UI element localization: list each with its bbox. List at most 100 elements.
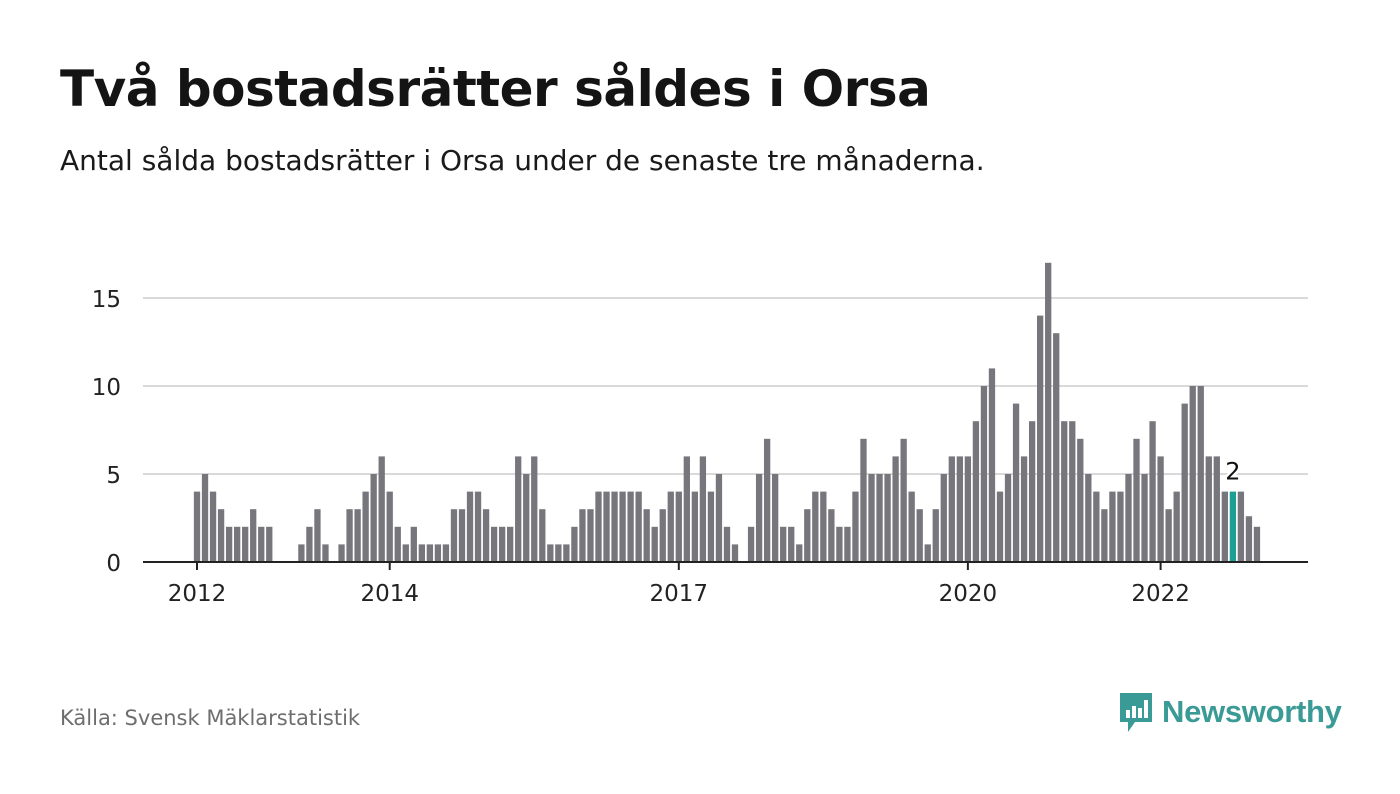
bar bbox=[603, 491, 610, 562]
bar bbox=[579, 509, 586, 562]
bar bbox=[322, 544, 329, 562]
bar bbox=[772, 474, 779, 562]
bar bbox=[747, 526, 755, 562]
bar bbox=[547, 544, 554, 562]
bar bbox=[796, 544, 803, 562]
bar bbox=[386, 491, 393, 562]
bar bbox=[1117, 491, 1124, 562]
bar bbox=[1061, 421, 1068, 562]
x-tick-label: 2020 bbox=[939, 581, 998, 607]
y-tick-label: 10 bbox=[92, 375, 121, 401]
x-tick-label: 2017 bbox=[650, 581, 709, 607]
bar bbox=[418, 544, 425, 562]
bar bbox=[266, 526, 273, 562]
bar bbox=[354, 509, 361, 562]
bar bbox=[193, 491, 201, 562]
newsworthy-logo-icon bbox=[1120, 693, 1152, 732]
bar bbox=[884, 474, 891, 562]
brand-name: Newsworthy bbox=[1162, 694, 1342, 729]
bar bbox=[1253, 526, 1261, 562]
bar bbox=[932, 509, 939, 562]
bar bbox=[1037, 315, 1044, 562]
bar bbox=[852, 491, 859, 562]
bar bbox=[1109, 491, 1116, 562]
bar bbox=[410, 526, 417, 562]
bar bbox=[868, 474, 875, 562]
bar-highlight bbox=[1229, 491, 1237, 562]
bar bbox=[201, 474, 209, 562]
bar bbox=[1245, 516, 1253, 562]
bar bbox=[370, 474, 377, 562]
bar bbox=[1213, 456, 1220, 562]
bar bbox=[876, 474, 883, 562]
bar bbox=[691, 491, 699, 562]
bar bbox=[908, 491, 915, 562]
bar bbox=[1205, 456, 1212, 562]
bar bbox=[788, 526, 795, 562]
bars bbox=[193, 262, 1261, 562]
bar bbox=[1020, 456, 1028, 562]
bar bbox=[667, 491, 674, 562]
bar bbox=[394, 526, 401, 562]
bar bbox=[844, 526, 851, 562]
y-tick-label: 0 bbox=[106, 551, 121, 577]
bar bbox=[595, 491, 602, 562]
bar bbox=[571, 526, 578, 562]
bar bbox=[812, 491, 819, 562]
bar bbox=[490, 526, 498, 562]
bar bbox=[523, 474, 530, 562]
bar bbox=[1069, 421, 1076, 562]
bar bbox=[466, 491, 474, 562]
bar bbox=[426, 544, 434, 562]
bar bbox=[306, 526, 313, 562]
bar bbox=[1053, 333, 1060, 562]
labels: 0 5 10 15 2012 2014 2017 2020 2022 2 bbox=[92, 287, 1243, 607]
bar bbox=[498, 526, 506, 562]
bar bbox=[1028, 421, 1036, 562]
bar bbox=[1125, 474, 1132, 562]
chart-subtitle: Antal sålda bostadsrätter i Orsa under d… bbox=[60, 144, 985, 177]
bar bbox=[988, 368, 996, 562]
bar bbox=[1197, 386, 1204, 562]
bar bbox=[699, 456, 707, 562]
highlight-value-label: 2 bbox=[1225, 458, 1240, 486]
bar bbox=[338, 544, 345, 562]
bar bbox=[458, 509, 466, 562]
bar bbox=[1221, 491, 1228, 562]
bar bbox=[820, 491, 827, 562]
bar bbox=[1173, 491, 1180, 562]
bar bbox=[860, 438, 867, 562]
bar bbox=[242, 526, 249, 562]
bar bbox=[258, 526, 265, 562]
bar bbox=[980, 386, 988, 562]
bar bbox=[836, 526, 843, 562]
gridlines bbox=[143, 297, 1308, 475]
bar bbox=[996, 491, 1004, 562]
bar bbox=[956, 456, 963, 562]
axes bbox=[143, 561, 1308, 570]
bar bbox=[1085, 474, 1092, 562]
bar bbox=[715, 474, 723, 562]
bar bbox=[972, 421, 980, 562]
bar bbox=[587, 509, 594, 562]
y-tick-label: 15 bbox=[92, 287, 121, 313]
bar bbox=[948, 456, 955, 562]
bar bbox=[659, 509, 666, 562]
bar bbox=[507, 526, 514, 562]
bar bbox=[763, 438, 771, 562]
bar bbox=[675, 491, 682, 562]
bar bbox=[1181, 403, 1188, 562]
bar bbox=[402, 544, 409, 562]
bar bbox=[1133, 438, 1140, 562]
bar bbox=[474, 491, 482, 562]
bar bbox=[731, 544, 739, 562]
bar bbox=[450, 509, 458, 562]
bar bbox=[707, 491, 715, 562]
bar bbox=[434, 544, 442, 562]
bar bbox=[482, 509, 490, 562]
bar bbox=[442, 544, 450, 562]
bar bbox=[1093, 491, 1100, 562]
bar bbox=[314, 509, 321, 562]
bar bbox=[539, 509, 546, 562]
bar bbox=[250, 509, 257, 562]
